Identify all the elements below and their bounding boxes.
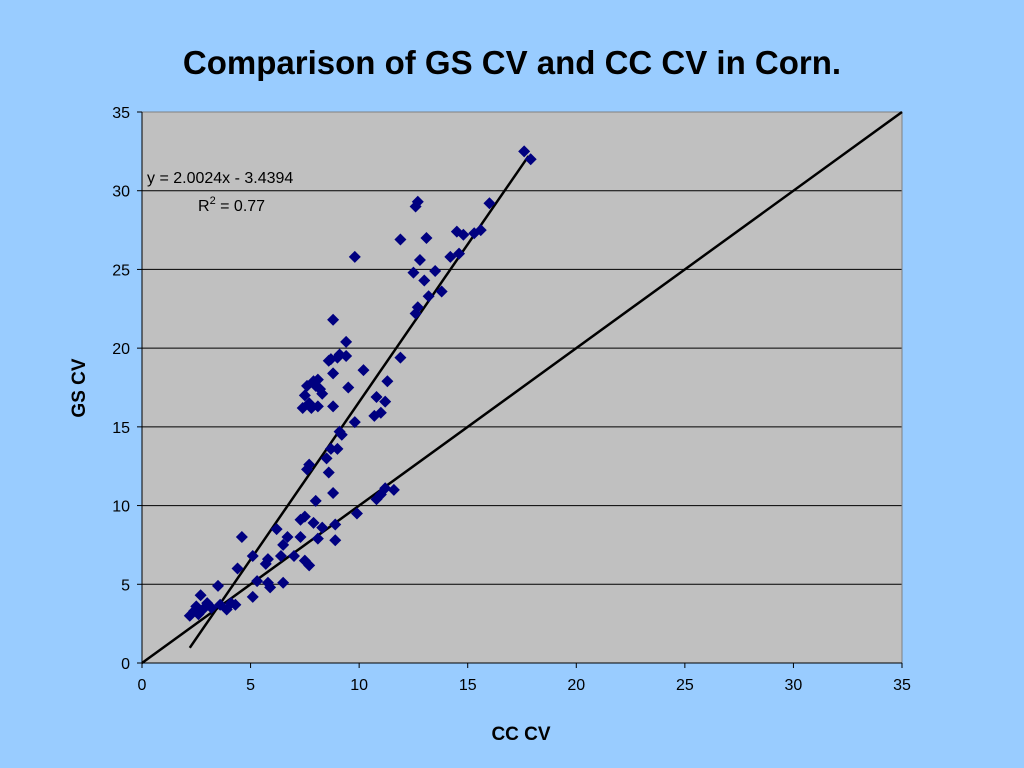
y-tick-label: 5	[121, 577, 130, 594]
data-point	[381, 375, 394, 388]
data-point	[298, 389, 311, 402]
data-point	[357, 364, 370, 377]
data-point	[320, 452, 333, 465]
data-point	[327, 367, 340, 380]
data-point	[474, 224, 487, 237]
data-point	[246, 590, 259, 603]
data-point	[413, 253, 426, 266]
data-point	[453, 247, 466, 260]
data-point	[309, 494, 322, 507]
data-point	[329, 518, 342, 531]
data-point	[277, 576, 290, 589]
data-point	[340, 335, 353, 348]
data-point	[331, 442, 344, 455]
data-point	[342, 381, 355, 394]
x-tick-label: 15	[459, 677, 477, 694]
data-point	[340, 350, 353, 363]
data-point	[316, 521, 329, 534]
data-point	[303, 458, 316, 471]
data-point	[251, 575, 264, 588]
data-point	[329, 534, 342, 547]
data-point	[303, 559, 316, 572]
x-tick-label: 0	[138, 677, 147, 694]
data-point	[281, 531, 294, 544]
data-point	[411, 301, 424, 314]
data-point	[264, 581, 277, 594]
data-point	[457, 228, 470, 241]
x-tick-label: 10	[350, 677, 368, 694]
data-point	[518, 145, 531, 158]
data-point	[270, 523, 283, 536]
data-point	[274, 549, 287, 562]
x-tick-label: 35	[893, 677, 911, 694]
r-squared-superscript: 2	[210, 195, 216, 207]
y-tick-label: 20	[112, 341, 130, 358]
data-point	[261, 553, 274, 566]
data-point	[311, 400, 324, 413]
r-squared-prefix: R	[198, 198, 210, 215]
data-point	[422, 290, 435, 303]
data-point	[374, 406, 387, 419]
x-tick-label: 30	[785, 677, 803, 694]
data-point	[316, 387, 329, 400]
data-point	[348, 250, 361, 263]
chart-title: Comparison of GS CV and CC CV in Corn.	[182, 44, 842, 81]
data-point	[327, 313, 340, 326]
data-point	[370, 390, 383, 403]
x-tick-label: 25	[676, 677, 694, 694]
data-point	[379, 395, 392, 408]
r-squared-label: R2 = 0.77	[198, 195, 265, 215]
reference-line-1to1	[141, 110, 903, 665]
data-point	[483, 197, 496, 210]
data-point	[350, 507, 363, 520]
data-point	[235, 531, 248, 544]
data-point	[429, 265, 442, 278]
data-point	[394, 351, 407, 364]
data-point	[231, 562, 244, 575]
data-point	[335, 428, 348, 441]
data-point	[311, 532, 324, 545]
data-point	[246, 549, 259, 562]
data-point	[322, 466, 335, 479]
data-point	[194, 589, 207, 602]
data-point	[327, 486, 340, 499]
data-point	[307, 516, 320, 529]
data-point	[394, 233, 407, 246]
data-point	[298, 510, 311, 523]
data-point	[387, 483, 400, 496]
trendline-equation: y = 2.0024x - 3.4394	[147, 170, 293, 187]
data-point	[435, 285, 448, 298]
data-point	[277, 538, 290, 551]
data-point	[379, 482, 392, 495]
x-tick-label: 5	[246, 677, 255, 694]
tick-labels: 0 5 10 15 20 25 30 35 0 5 10 15 20 25 30 35	[112, 105, 911, 694]
y-tick-label: 30	[112, 184, 130, 201]
data-point	[311, 373, 324, 386]
y-tick-label: 10	[112, 499, 130, 516]
data-point	[524, 153, 537, 166]
data-point	[411, 195, 424, 208]
axes	[137, 111, 903, 668]
y-tick-label: 35	[112, 105, 130, 122]
y-tick-label: 15	[112, 420, 130, 437]
y-tick-label: 25	[112, 262, 130, 279]
x-tick-label: 20	[567, 677, 585, 694]
y-tick-label: 0	[121, 656, 130, 673]
x-axis-title: CC CV	[491, 724, 550, 745]
r-squared-value: = 0.77	[216, 198, 265, 215]
trend-line	[188, 155, 530, 649]
data-point	[348, 416, 361, 429]
data-point	[294, 531, 307, 544]
data-point	[212, 579, 224, 592]
data-point	[327, 400, 340, 413]
y-axis-title: GS CV	[69, 358, 90, 417]
data-point	[407, 266, 420, 279]
data-point	[324, 442, 337, 455]
data-point	[420, 231, 433, 244]
data-point	[229, 598, 242, 611]
data-point	[288, 549, 300, 562]
data-points	[183, 145, 537, 622]
data-point	[418, 274, 431, 287]
